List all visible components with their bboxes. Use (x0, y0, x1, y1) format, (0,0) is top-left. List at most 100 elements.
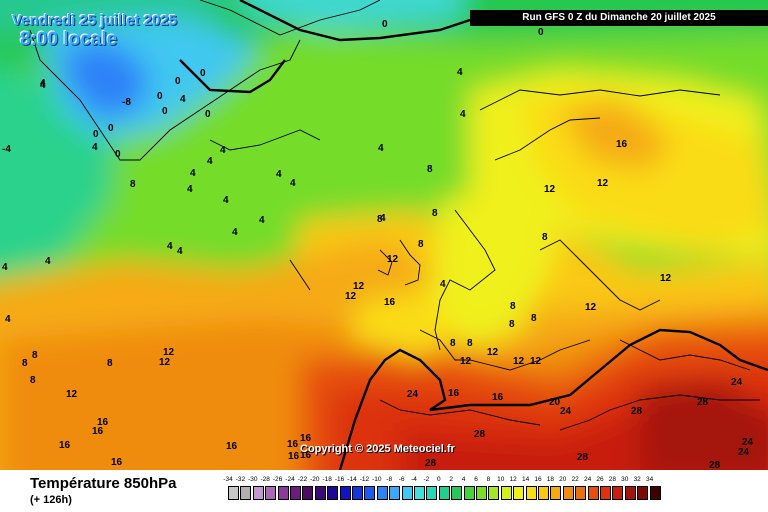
valid-time: 8:00 locale (20, 29, 118, 50)
scale-swatch (476, 486, 487, 500)
isotherm-label: 8 (432, 208, 438, 219)
scale-tick: 14 (521, 476, 530, 483)
scale-swatch (624, 486, 636, 500)
isotherm-label: 4 (380, 213, 386, 224)
scale-swatch (414, 486, 425, 500)
footer: Température 850hPa (+ 126h) -34 -32 -30 -28… (0, 470, 768, 512)
run-banner: Run GFS 0 Z du Dimanche 20 juillet 2025 (470, 10, 768, 26)
scale-tick: -24 (285, 476, 295, 483)
isotherm-label: 16 (97, 417, 109, 428)
scale-swatch (562, 486, 574, 500)
scale-tick: 0 (436, 476, 441, 483)
scale-tick: -12 (359, 476, 370, 483)
isotherm-label: 24 (742, 437, 754, 448)
scale-swatch (265, 486, 277, 500)
isotherm-label: 4 (187, 184, 193, 195)
isotherm-label: 12 (530, 356, 542, 367)
scale-tick: -2 (423, 476, 430, 483)
isotherm-label: 16 (111, 457, 123, 468)
scale-swatch (600, 486, 611, 500)
scale-tick: 16 (534, 476, 542, 483)
isotherm-label: 8 (427, 164, 433, 175)
scale-swatch (637, 486, 649, 500)
isotherm-label: 16 (300, 450, 312, 461)
isotherm-label: 12 (597, 178, 609, 189)
scale-tick: -26 (272, 476, 283, 483)
scale-swatch (277, 486, 289, 500)
isotherm-label: 4 (207, 156, 213, 167)
scale-tick: -28 (260, 476, 270, 483)
scale-swatch (451, 486, 463, 500)
scale-swatch (513, 486, 525, 500)
scale-tick: -34 (223, 476, 233, 483)
isotherm-label: 28 (577, 452, 589, 463)
isotherm-label: 12 (345, 291, 357, 302)
isotherm-label: 4 (232, 227, 238, 238)
scale-tick: 18 (546, 476, 554, 483)
scale-swatch (575, 486, 587, 500)
isotherm-label: 4 (259, 215, 265, 226)
scale-tick: 10 (497, 476, 505, 483)
isotherm-label: 0 (115, 149, 121, 160)
isotherm-label: 4 (190, 168, 196, 179)
scale-tick: 4 (461, 476, 466, 483)
scale-tick: -10 (372, 476, 382, 483)
valid-time-overlay: Vendredi 25 juillet 2025 8:00 locale (12, 12, 177, 50)
isotherm-label: 28 (474, 429, 486, 440)
scale-tick: -4 (411, 476, 417, 483)
scale-tick: 22 (571, 476, 579, 483)
scale-swatch (426, 486, 438, 500)
scale-tick: 8 (486, 476, 491, 483)
isotherm-label: 12 (163, 347, 175, 358)
scale-swatch (401, 486, 413, 500)
isotherm-label: 12 (487, 347, 499, 358)
scale-swatch (228, 486, 239, 500)
isotherm-label: 0 (108, 123, 114, 134)
scale-swatch (339, 486, 351, 500)
scale-tick: 12 (509, 476, 517, 483)
isotherm-label: 4 (40, 78, 46, 89)
scale-tick: 32 (633, 476, 641, 483)
scale-swatch (538, 486, 549, 500)
isotherm-label: 12 (585, 302, 597, 313)
isotherm-label: 8 (450, 338, 456, 349)
scale-swatch (314, 486, 326, 500)
isotherm-label: 8 (467, 338, 473, 349)
temperature-field (0, 0, 768, 470)
scale-swatch (438, 486, 450, 500)
isotherm-label: 4 (220, 145, 226, 156)
scale-tick: 24 (583, 476, 592, 483)
scale-swatch (376, 486, 388, 500)
scale-swatch (500, 486, 512, 500)
isotherm-label: 4 (5, 314, 11, 325)
isotherm-label: 4 (460, 109, 466, 120)
valid-date: Vendredi 25 juillet 2025 (12, 12, 178, 29)
scale-swatch (612, 486, 624, 500)
isotherm-label: 0 (538, 27, 544, 38)
scale-tick: 26 (596, 476, 604, 483)
scale-swatch (587, 486, 599, 500)
bold-isotherms (179, 0, 768, 470)
scale-swatch (240, 486, 252, 500)
isotherm-label: 0 (200, 68, 206, 79)
isotherm-label: 12 (159, 357, 171, 368)
isotherm-label: 12 (660, 273, 672, 284)
isotherm-label: 0 (205, 109, 211, 120)
scale-tick: -20 (310, 476, 320, 483)
scale-tick: -18 (322, 476, 332, 483)
isotherm-label: 16 (226, 441, 238, 452)
scale-tick: -22 (297, 476, 308, 483)
isotherm-label: 8 (509, 319, 515, 330)
isotherm-label: 28 (709, 460, 721, 470)
scale-swatch (525, 486, 537, 500)
scale-swatch (302, 486, 314, 500)
isotherm-label: 16 (288, 451, 300, 462)
isotherm-label: 8 (130, 179, 136, 190)
isotherm-label: 24 (407, 389, 419, 400)
copyright-text: Copyright © 2025 Meteociel.fr (300, 443, 455, 455)
isotherm-label: 4 (92, 142, 98, 153)
coastlines (29, 0, 760, 431)
isotherm-label: 24 (560, 406, 572, 417)
isotherm-label: 4 (223, 195, 229, 206)
